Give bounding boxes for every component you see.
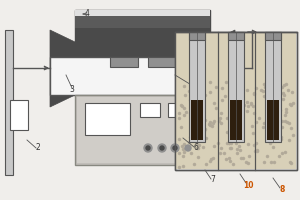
- Circle shape: [144, 144, 152, 152]
- Text: 10: 10: [243, 180, 253, 190]
- Bar: [191, 100, 203, 140]
- Polygon shape: [210, 30, 235, 107]
- Circle shape: [146, 146, 150, 150]
- Bar: [75, 10, 210, 65]
- Bar: [176, 33, 296, 169]
- Bar: [75, 95, 210, 165]
- Circle shape: [173, 146, 177, 150]
- Bar: [175, 32, 297, 170]
- Bar: [267, 100, 279, 140]
- Bar: [189, 32, 205, 40]
- Bar: [230, 100, 242, 140]
- Circle shape: [185, 145, 191, 151]
- Bar: [189, 32, 205, 142]
- Text: 5: 5: [198, 86, 203, 95]
- Text: 4: 4: [85, 9, 89, 19]
- Text: 3: 3: [70, 86, 74, 95]
- Bar: [228, 32, 244, 142]
- Bar: [168, 103, 188, 117]
- Bar: [50, 57, 235, 95]
- Bar: [5, 30, 13, 175]
- Bar: [175, 32, 297, 170]
- Bar: [228, 32, 244, 40]
- Bar: [148, 57, 176, 67]
- Bar: [140, 103, 160, 117]
- Bar: [77, 97, 208, 163]
- Circle shape: [158, 144, 166, 152]
- Bar: [85, 103, 130, 135]
- Circle shape: [171, 144, 179, 152]
- Text: 6: 6: [194, 144, 198, 152]
- Polygon shape: [50, 30, 75, 107]
- Bar: [75, 10, 210, 16]
- Bar: [265, 32, 281, 40]
- Bar: [75, 10, 210, 28]
- Text: 2: 2: [36, 144, 40, 152]
- Circle shape: [160, 146, 164, 150]
- Text: 8: 8: [279, 186, 285, 194]
- Bar: [110, 57, 138, 67]
- Bar: [265, 32, 281, 142]
- Text: 7: 7: [211, 176, 215, 184]
- Bar: [10, 100, 28, 130]
